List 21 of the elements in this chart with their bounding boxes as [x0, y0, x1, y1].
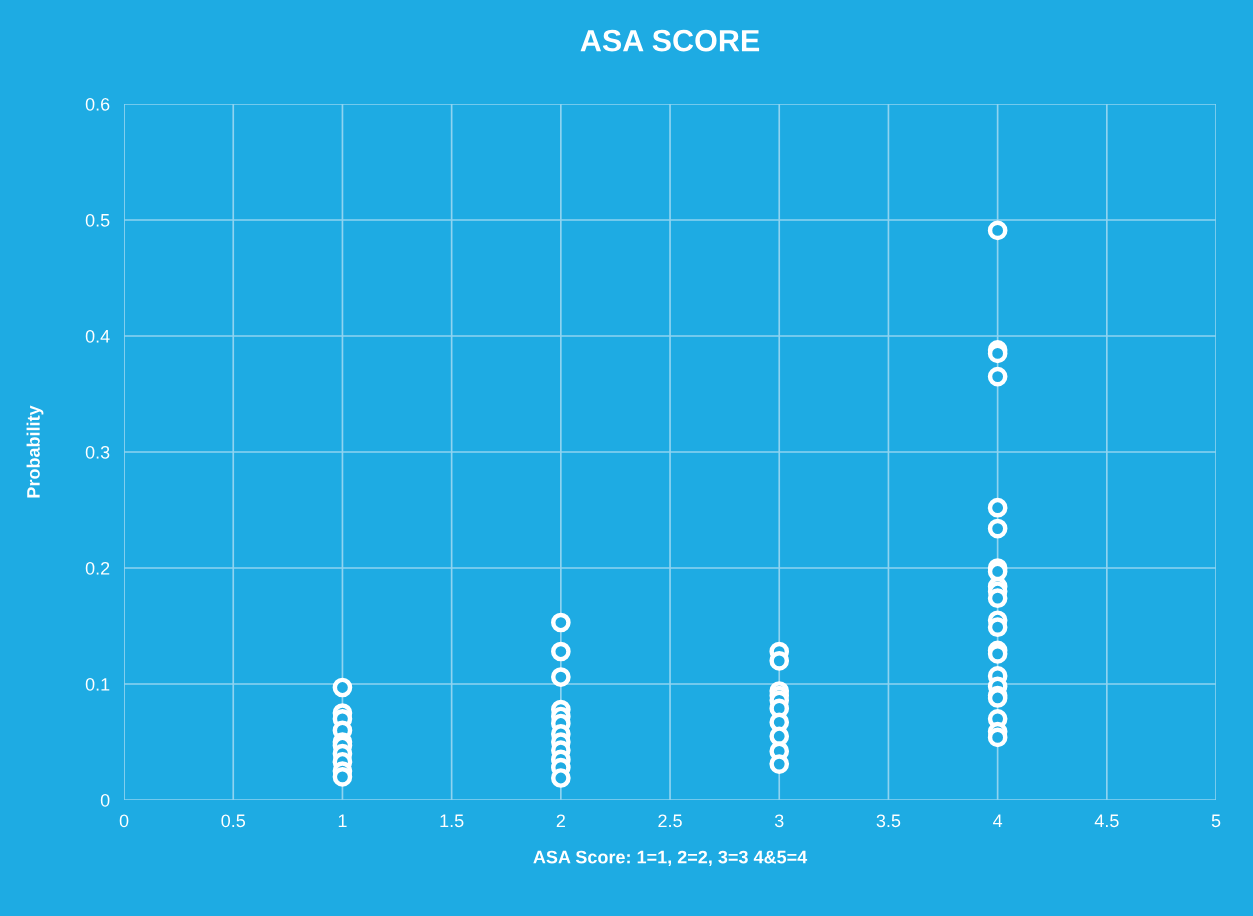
y-tick-label: 0	[100, 793, 110, 807]
x-tick-label: 2.5	[658, 814, 682, 828]
y-tick-label: 0.3	[85, 445, 110, 459]
y-tick-label: 0.1	[85, 677, 110, 691]
x-tick-label: 0	[119, 814, 129, 828]
x-tick-label: 3.5	[876, 814, 901, 828]
x-tick-label: 1	[338, 814, 347, 828]
x-axis-title: ASA Score: 1=1, 2=2, 3=3 4&5=4	[533, 850, 808, 867]
y-tick-label: 0.4	[85, 329, 110, 343]
chart-title: ASA SCORE	[580, 29, 760, 52]
x-tick-label: 2	[556, 814, 565, 828]
y-tick-label: 0.6	[85, 97, 110, 111]
y-axis-title: Probability	[26, 405, 44, 498]
x-tick-label: 1.5	[440, 814, 464, 828]
x-tick-label: 4	[993, 814, 1003, 828]
y-tick-label: 0.2	[85, 561, 110, 575]
y-tick-label: 0.5	[85, 213, 110, 227]
x-tick-label: 5	[1211, 814, 1221, 828]
x-tick-label: 4.5	[1094, 814, 1119, 828]
x-tick-label: 0.5	[221, 814, 246, 828]
x-tick-label: 3	[774, 814, 784, 828]
